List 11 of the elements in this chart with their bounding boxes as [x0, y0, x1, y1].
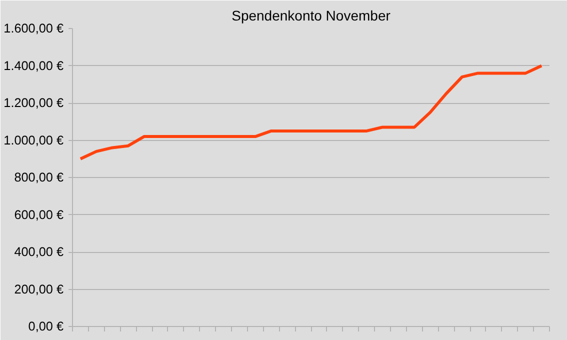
- y-tick-label: 1.200,00 €: [4, 96, 64, 110]
- chart-title: Spendenkonto November: [232, 8, 391, 24]
- y-tick-label: 0,00 €: [28, 320, 64, 334]
- y-tick-label: 400,00 €: [14, 245, 64, 259]
- y-tick-label: 200,00 €: [14, 282, 64, 296]
- y-tick-label: 800,00 €: [14, 170, 64, 184]
- y-tick-label: 600,00 €: [14, 208, 64, 222]
- y-tick-label: 1.600,00 €: [4, 22, 64, 36]
- y-tick-label: 1.000,00 €: [4, 133, 64, 148]
- y-tick-label: 1.400,00 €: [4, 58, 64, 73]
- line-series: [78, 64, 544, 160]
